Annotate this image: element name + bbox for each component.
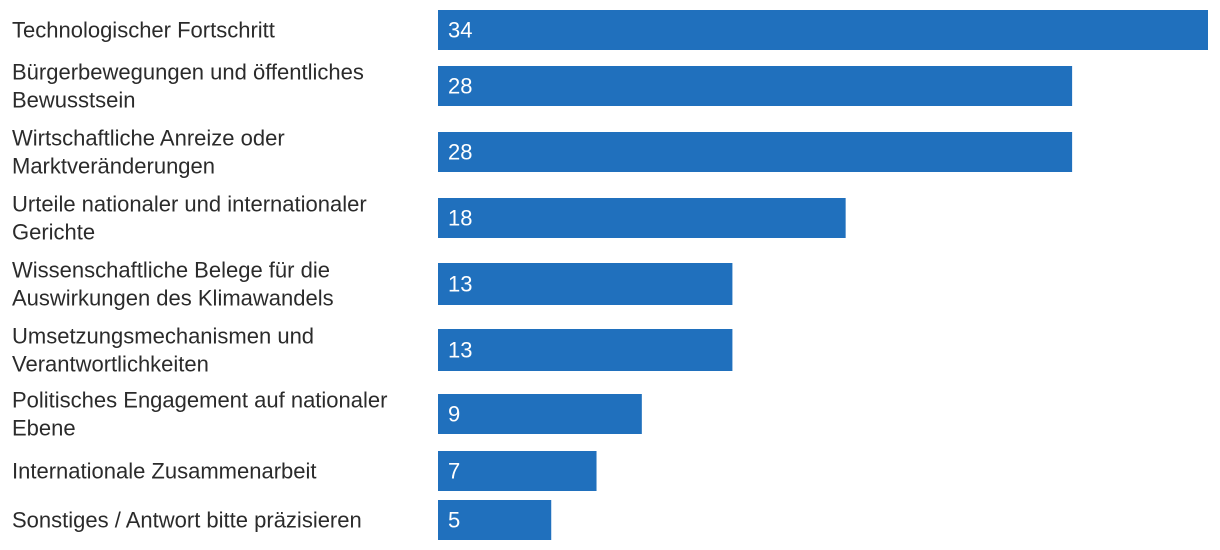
category-label: Internationale Zusammenarbeit: [12, 459, 317, 484]
category-label: Politisches Engagement auf nationaler Ebe…: [12, 388, 387, 441]
value-label: 7: [448, 459, 460, 484]
bar: [438, 263, 733, 305]
bar: [438, 500, 552, 540]
bar: [438, 10, 1208, 50]
value-label: 13: [448, 272, 472, 297]
bar: [438, 451, 597, 491]
value-label: 34: [448, 18, 472, 43]
category-label: Bürgerbewegungen und öffentliches Bewusst…: [12, 60, 364, 113]
category-label: Wirtschaftliche Anreize oder Marktverände…: [12, 126, 285, 179]
value-label: 28: [448, 140, 472, 165]
category-label: Wissenschaftliche Belege für die Auswirku…: [12, 258, 334, 311]
bar: [438, 198, 846, 238]
category-label: Technologischer Fortschritt: [12, 18, 275, 43]
value-label: 28: [448, 74, 472, 99]
bar: [438, 66, 1073, 106]
value-label: 13: [448, 338, 472, 363]
value-label: 9: [448, 402, 460, 427]
bar: [438, 132, 1073, 172]
category-label: Sonstiges / Antwort bitte präzisieren: [12, 508, 362, 533]
category-label: Umsetzungsmechanismen und Verantwortlichk…: [12, 324, 314, 377]
value-label: 5: [448, 508, 460, 533]
category-label: Urteile nationaler und internationaler Ge…: [12, 192, 367, 245]
bar: [438, 329, 733, 371]
bar: [438, 394, 642, 434]
value-label: 18: [448, 206, 472, 231]
